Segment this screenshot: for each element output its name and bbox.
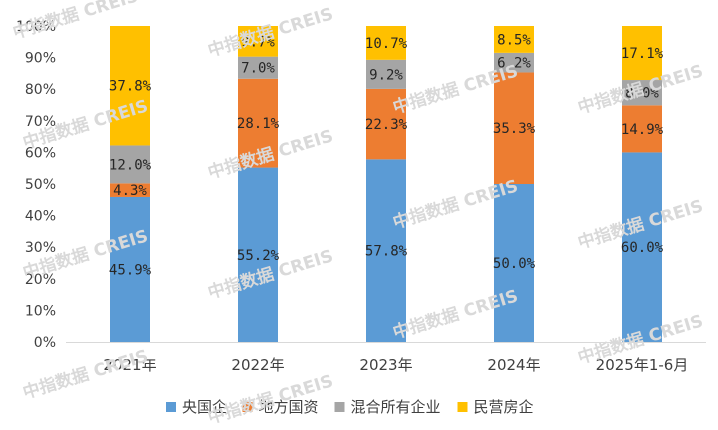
data-labels: 45.9% 4.3% 12.0% 37.8% 55.2% 28.1% 7.0% 9.7% 57.… [109,32,664,278]
bar-segment [238,26,278,57]
bar-segment [366,26,406,60]
bar-segment [494,72,534,184]
y-tick-label: 20% [25,272,56,288]
data-label: 60.0% [621,240,664,256]
bar-segment [622,105,662,153]
x-tick-label: 2021年 [103,356,156,374]
data-label: 35.3% [493,121,536,137]
y-tick-label: 70% [25,114,56,130]
legend-label: 混合所有企业 [351,398,441,416]
data-label: 6.2% [497,56,531,72]
data-label: 28.1% [237,116,280,132]
bar-segment [238,56,278,79]
bar-segment [622,80,662,106]
data-label: 37.8% [109,79,152,95]
y-tick-label: 0% [34,335,56,351]
legend-label: 民营房企 [474,398,534,416]
y-tick-label: 40% [25,209,56,225]
y-tick-label: 30% [25,240,56,256]
y-tick-label: 80% [25,82,56,98]
legend-swatch [166,402,176,412]
legend-swatch [334,402,345,412]
bar-segment [110,183,150,197]
data-label: 8.0% [625,86,659,102]
data-label: 22.3% [365,117,408,133]
bar-segment [494,52,534,73]
legend-label: 地方国资 [259,398,319,416]
bar-segment [494,184,534,342]
data-label: 7.0% [241,61,275,77]
y-tick-label: 90% [25,51,56,67]
bar-segment [366,159,406,342]
data-label: 50.0% [493,256,536,272]
legend-label: 央国企 [182,398,227,416]
data-label: 14.9% [621,122,664,138]
x-tick-label: 2023年 [359,356,412,374]
y-tick-label: 50% [25,177,56,193]
legend-swatch [457,402,468,412]
bar-segment [238,167,278,342]
data-label: 55.2% [237,248,280,264]
x-tick-label: 2022年 [231,356,284,374]
legend: 央国企 地方国资 混合所有企业 民营房企 [166,398,534,416]
y-tick-label: 100% [16,19,56,35]
data-label: 12.0% [109,157,152,173]
bar-segment [110,26,150,146]
y-axis: 0% 10% 20% 30% 40% 50% 60% 70% 80% 90% 100% [16,19,56,351]
data-label: 45.9% [109,262,152,278]
data-label: 57.8% [365,244,408,260]
bar-segment [110,145,150,184]
x-tick-label: 2024年 [487,356,540,374]
bar-segment [238,78,278,168]
bar-segment [494,26,534,53]
data-label: 9.2% [369,67,403,83]
data-label: 9.7% [241,34,275,50]
data-label: 4.3% [113,183,147,199]
bar-segment [622,26,662,81]
bar-segment [366,59,406,89]
bar-segment [110,196,150,342]
x-axis: 2021年 2022年 2023年 2024年 2025年1-6月 [66,342,706,374]
y-tick-label: 10% [25,303,56,319]
bar-stacks [110,26,662,342]
y-tick-label: 60% [25,145,56,161]
legend-swatch [242,402,253,412]
x-tick-label: 2025年1-6月 [596,356,689,374]
data-label: 17.1% [621,46,664,62]
data-label: 10.7% [365,36,408,52]
data-label: 8.5% [497,32,531,48]
bar-segment [366,88,406,160]
bar-segment [622,152,662,342]
